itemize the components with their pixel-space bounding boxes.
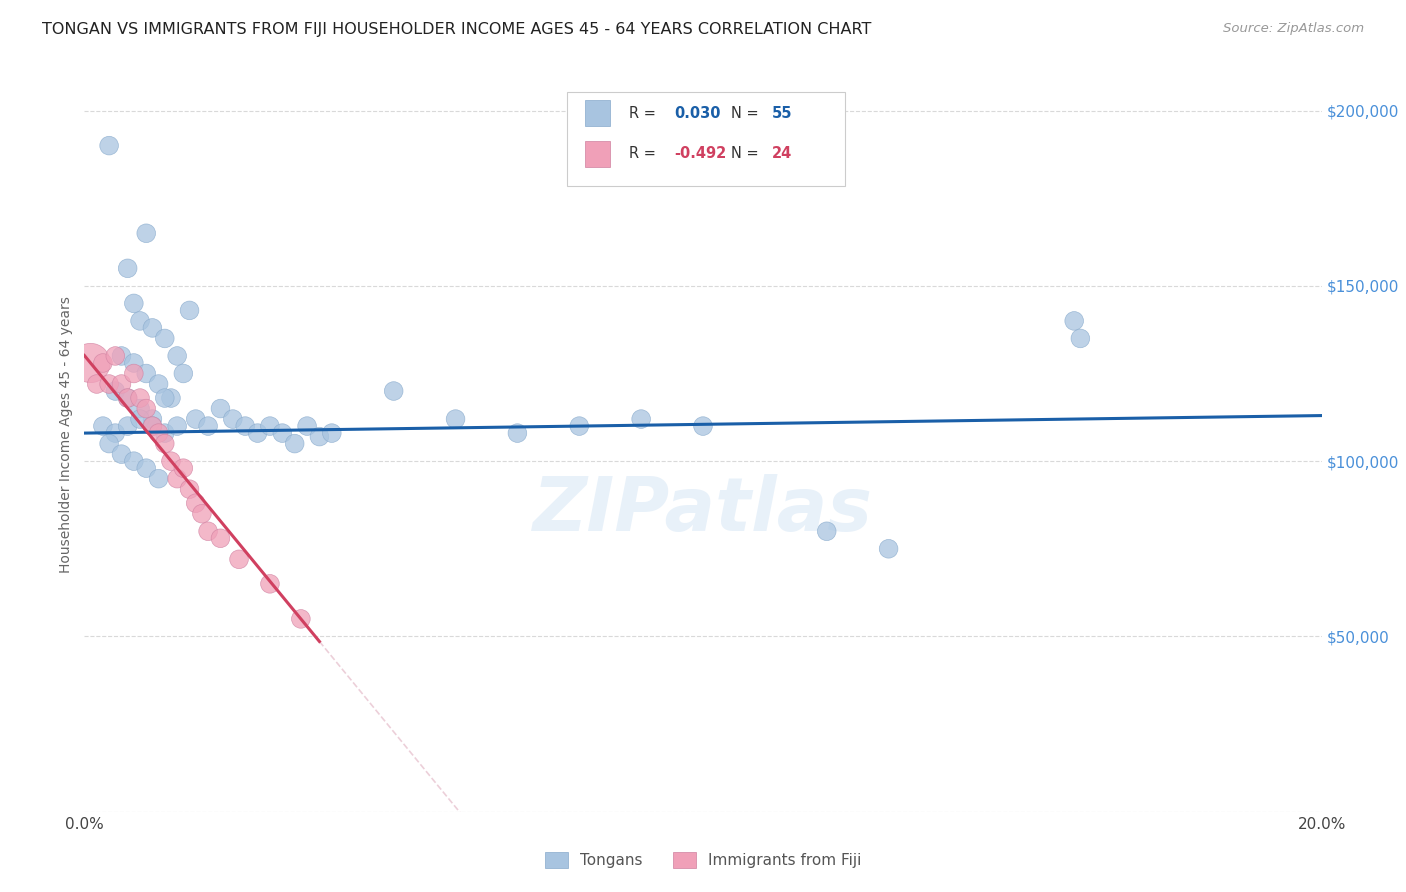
Point: [166, 349, 188, 363]
Point: [233, 419, 256, 434]
Point: [98, 436, 121, 450]
Point: [209, 401, 232, 416]
Text: 0.030: 0.030: [675, 105, 721, 120]
Point: [209, 531, 232, 545]
Point: [122, 454, 145, 468]
Point: [117, 391, 139, 405]
Point: [117, 261, 139, 276]
Point: [122, 367, 145, 381]
Point: [166, 472, 188, 486]
Point: [122, 356, 145, 370]
Point: [191, 507, 214, 521]
Point: [222, 412, 245, 426]
Point: [141, 419, 163, 434]
Point: [228, 552, 250, 566]
Point: [184, 496, 207, 510]
Point: [321, 426, 343, 441]
Point: [98, 377, 121, 392]
Point: [271, 426, 294, 441]
Point: [122, 296, 145, 310]
Point: [135, 367, 157, 381]
Point: [135, 227, 157, 241]
Point: [259, 577, 281, 591]
Text: N =: N =: [731, 146, 763, 161]
Point: [197, 419, 219, 434]
Point: [295, 419, 318, 434]
Point: [141, 412, 163, 426]
Text: Source: ZipAtlas.com: Source: ZipAtlas.com: [1223, 22, 1364, 36]
Point: [135, 461, 157, 475]
Point: [197, 524, 219, 539]
Point: [815, 524, 838, 539]
Point: [630, 412, 652, 426]
Point: [172, 461, 194, 475]
Point: [153, 331, 176, 345]
Point: [153, 436, 176, 450]
Point: [308, 429, 330, 443]
Point: [110, 349, 132, 363]
Point: [79, 356, 101, 370]
Text: R =: R =: [628, 146, 661, 161]
Point: [506, 426, 529, 441]
Point: [1063, 314, 1085, 328]
Point: [184, 412, 207, 426]
Legend: Tongans, Immigrants from Fiji: Tongans, Immigrants from Fiji: [537, 845, 869, 876]
Point: [568, 419, 591, 434]
Point: [117, 419, 139, 434]
Point: [129, 412, 152, 426]
Point: [86, 377, 108, 392]
FancyBboxPatch shape: [585, 100, 610, 126]
Point: [382, 384, 405, 398]
Text: ZIPatlas: ZIPatlas: [533, 474, 873, 547]
Point: [179, 303, 201, 318]
Point: [129, 314, 152, 328]
Text: 24: 24: [772, 146, 793, 161]
Point: [166, 419, 188, 434]
Point: [129, 391, 152, 405]
Point: [91, 356, 114, 370]
Y-axis label: Householder Income Ages 45 - 64 years: Householder Income Ages 45 - 64 years: [59, 296, 73, 574]
Point: [160, 391, 183, 405]
Point: [104, 384, 127, 398]
Point: [153, 426, 176, 441]
Point: [86, 16, 108, 30]
Point: [110, 447, 132, 461]
Point: [148, 377, 170, 392]
Point: [877, 541, 900, 556]
Text: TONGAN VS IMMIGRANTS FROM FIJI HOUSEHOLDER INCOME AGES 45 - 64 YEARS CORRELATION: TONGAN VS IMMIGRANTS FROM FIJI HOUSEHOLD…: [42, 22, 872, 37]
Point: [246, 426, 269, 441]
Point: [104, 349, 127, 363]
FancyBboxPatch shape: [567, 92, 845, 186]
Point: [284, 436, 307, 450]
Point: [148, 426, 170, 441]
Point: [172, 367, 194, 381]
Point: [110, 377, 132, 392]
Point: [129, 401, 152, 416]
Point: [117, 391, 139, 405]
Point: [692, 419, 714, 434]
Point: [179, 482, 201, 496]
Point: [135, 401, 157, 416]
Point: [98, 138, 121, 153]
Text: -0.492: -0.492: [675, 146, 727, 161]
Point: [153, 391, 176, 405]
Point: [259, 419, 281, 434]
Text: 55: 55: [772, 105, 793, 120]
Point: [160, 454, 183, 468]
Point: [141, 419, 163, 434]
Point: [148, 472, 170, 486]
Point: [91, 419, 114, 434]
Point: [1069, 331, 1091, 345]
Text: N =: N =: [731, 105, 763, 120]
Text: R =: R =: [628, 105, 661, 120]
Point: [104, 426, 127, 441]
Point: [290, 612, 312, 626]
Point: [444, 412, 467, 426]
FancyBboxPatch shape: [585, 141, 610, 167]
Point: [141, 321, 163, 335]
